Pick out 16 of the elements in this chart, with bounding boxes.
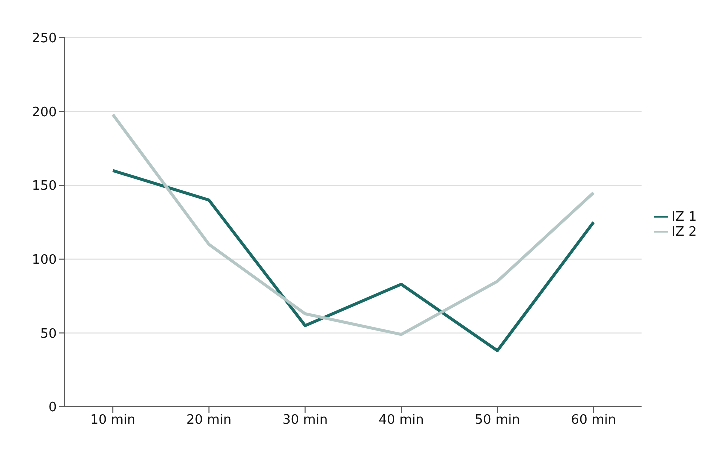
y-tick-label: 0 <box>48 400 57 416</box>
x-tick-label: 20 min <box>186 413 232 428</box>
y-tick-label: 50 <box>40 326 57 342</box>
y-tick-label: 100 <box>32 253 57 268</box>
line-series <box>112 169 596 352</box>
x-tick-label: 60 min <box>571 413 616 428</box>
y-tick-label: 200 <box>32 105 57 120</box>
x-tick-label: 40 min <box>378 413 424 428</box>
x-tick-label: 10 min <box>90 413 136 428</box>
y-tick-label: 150 <box>32 179 57 194</box>
x-tick-label: 50 min <box>475 413 520 428</box>
legend-label: IZ 1 <box>672 210 697 225</box>
legend-label: IZ 2 <box>672 225 697 240</box>
x-tick-label: 30 min <box>282 413 328 428</box>
y-tick-label: 250 <box>32 32 57 47</box>
line-series <box>112 113 596 336</box>
